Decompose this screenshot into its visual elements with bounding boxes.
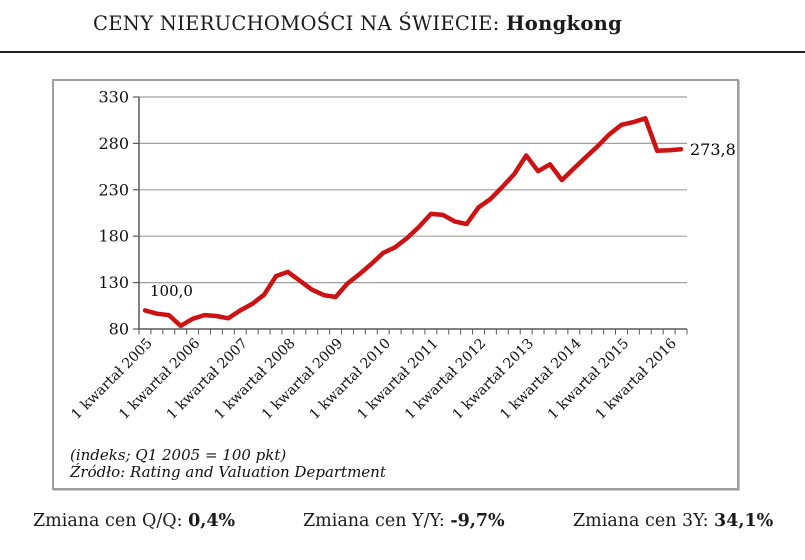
stats-row: Zmiana cen Q/Q: 0,4% Zmiana cen Y/Y: -9,… [0,511,805,537]
stat-change-3y-label: Zmiana cen 3Y: [573,511,715,531]
title-divider [0,51,805,53]
page-title: CENY NIERUCHOMOŚCI NA ŚWIECIE: Hongkong [93,12,622,35]
x-axis-label: 1 kwartał 2013 [450,336,537,423]
x-axis-label: 1 kwartał 2007 [164,336,251,423]
last-point-label: 273,8 [690,140,736,159]
chart-footnote-source: Źródło: Rating and Valuation Department [70,462,386,481]
y-axis-label: 180 [98,227,129,246]
x-axis-label: 1 kwartał 2006 [116,335,203,422]
price-line [142,116,684,329]
stat-change-qq-value: 0,4% [188,511,236,531]
stat-change-qq: Zmiana cen Q/Q: 0,4% [33,511,235,531]
x-axis-label: 1 kwartał 2015 [545,336,632,423]
x-axis-label: 1 kwartał 2011 [354,336,441,423]
stat-change-yy-label: Zmiana cen Y/Y: [303,511,451,531]
x-axis-label: 1 kwartał 2009 [259,336,346,423]
stat-change-yy-value: -9,7% [450,511,505,531]
y-axis-label: 130 [98,273,129,292]
x-axis-label: 1 kwartał 2008 [211,336,298,423]
stat-change-3y-value: 34,1% [714,511,774,531]
x-axis-label: 1 kwartał 2005 [68,336,155,423]
stat-change-yy: Zmiana cen Y/Y: -9,7% [303,511,505,531]
chart-container: 80 130 180 230 280 330 1 kwartał 2005 1 kwartał… [52,79,739,490]
x-axis-label: 1 kwartał 2010 [307,336,394,423]
y-axis-label: 330 [98,88,129,107]
x-axis-label: 1 kwartał 2012 [402,336,489,423]
y-axis-label: 280 [98,134,129,153]
stat-change-3y: Zmiana cen 3Y: 34,1% [573,511,773,531]
x-axis-label: 1 kwartał 2016 [593,335,680,422]
x-axis-label: 1 kwartał 2014 [497,335,584,422]
stat-change-qq-label: Zmiana cen Q/Q: [33,511,189,531]
y-axis-label: 230 [98,180,129,199]
title-country: Hongkong [506,12,623,35]
chart-footnote-index: (indeks; Q1 2005 = 100 pkt) [70,446,287,464]
title-prefix: CENY NIERUCHOMOŚCI NA ŚWIECIE: [93,12,507,35]
y-axis-label: 80 [109,320,129,339]
chart-footnotes: (indeks; Q1 2005 = 100 pkt) Źródło: Rati… [70,447,386,480]
first-point-label: 100,0 [150,282,193,300]
